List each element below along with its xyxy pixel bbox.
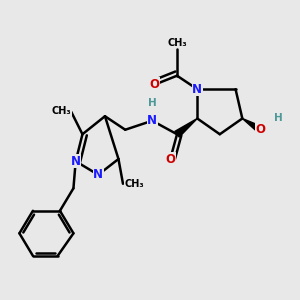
Text: N: N xyxy=(93,168,103,181)
Text: CH₃: CH₃ xyxy=(124,179,144,189)
Text: N: N xyxy=(192,83,202,96)
Text: O: O xyxy=(165,152,175,166)
Text: CH₃: CH₃ xyxy=(52,106,71,116)
Text: O: O xyxy=(149,78,160,91)
Polygon shape xyxy=(242,118,262,133)
Polygon shape xyxy=(175,118,197,137)
Text: CH₃: CH₃ xyxy=(167,38,187,47)
Text: N: N xyxy=(71,155,81,168)
Text: N: N xyxy=(147,114,157,127)
Text: O: O xyxy=(255,123,265,136)
Text: H: H xyxy=(148,98,157,108)
Text: H: H xyxy=(274,113,283,124)
